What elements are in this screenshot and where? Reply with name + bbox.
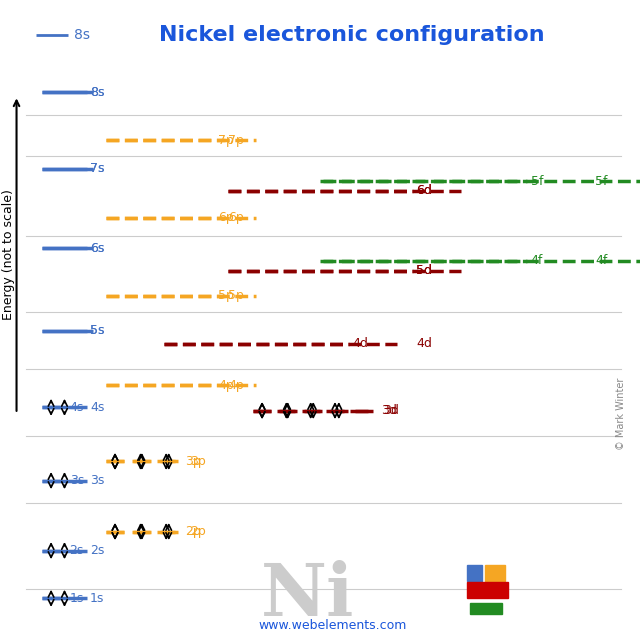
- Text: 8s: 8s: [90, 86, 104, 99]
- Text: 1s: 1s: [70, 592, 84, 605]
- Text: 7s: 7s: [90, 162, 104, 175]
- Text: 1s: 1s: [90, 592, 104, 605]
- Text: Nickel electronic configuration: Nickel electronic configuration: [159, 25, 545, 45]
- Bar: [470, 603, 502, 614]
- Text: 4p: 4p: [228, 379, 244, 392]
- Text: 4s: 4s: [90, 401, 104, 414]
- Text: 5f: 5f: [531, 175, 543, 188]
- Text: 6s: 6s: [90, 242, 104, 255]
- Text: 6d: 6d: [416, 184, 432, 198]
- Text: 3s: 3s: [70, 474, 84, 487]
- Text: 6s: 6s: [90, 242, 104, 255]
- Bar: [467, 565, 482, 581]
- Text: 8s: 8s: [74, 28, 90, 42]
- Text: 4d: 4d: [416, 337, 432, 350]
- Text: www.webelements.com: www.webelements.com: [259, 619, 407, 632]
- Text: 7p: 7p: [218, 134, 234, 147]
- Text: 3d: 3d: [381, 404, 397, 417]
- Text: 7p: 7p: [228, 134, 244, 147]
- Text: 3p: 3p: [185, 455, 200, 468]
- Text: 4s: 4s: [70, 401, 84, 414]
- Text: 3p: 3p: [190, 455, 205, 468]
- Text: 3d: 3d: [383, 404, 399, 417]
- Text: 2p: 2p: [185, 525, 200, 538]
- Text: 4f: 4f: [531, 255, 543, 268]
- Text: Energy (not to scale): Energy (not to scale): [2, 189, 15, 320]
- Text: 5s: 5s: [90, 324, 104, 337]
- Text: 5p: 5p: [228, 289, 244, 303]
- Text: 6p: 6p: [228, 211, 244, 224]
- Text: © Mark Winter: © Mark Winter: [616, 378, 626, 450]
- Text: 7s: 7s: [90, 162, 104, 175]
- Text: 4f: 4f: [595, 255, 607, 268]
- Text: 5p: 5p: [218, 289, 234, 303]
- Text: 4d: 4d: [352, 337, 368, 350]
- Text: Ni: Ni: [260, 559, 354, 630]
- Text: 4p: 4p: [218, 379, 234, 392]
- Text: 5s: 5s: [90, 324, 104, 337]
- Text: 5d: 5d: [416, 264, 432, 277]
- Text: 6p: 6p: [218, 211, 234, 224]
- Text: 5f: 5f: [595, 175, 608, 188]
- Text: 2p: 2p: [190, 525, 205, 538]
- Text: 2s: 2s: [70, 544, 84, 557]
- Bar: [484, 565, 505, 581]
- Text: 5d: 5d: [416, 264, 432, 277]
- Text: 6d: 6d: [416, 184, 432, 198]
- Text: 8s: 8s: [90, 86, 104, 99]
- Bar: [467, 582, 508, 598]
- Text: 2s: 2s: [90, 544, 104, 557]
- Text: 3s: 3s: [90, 474, 104, 487]
